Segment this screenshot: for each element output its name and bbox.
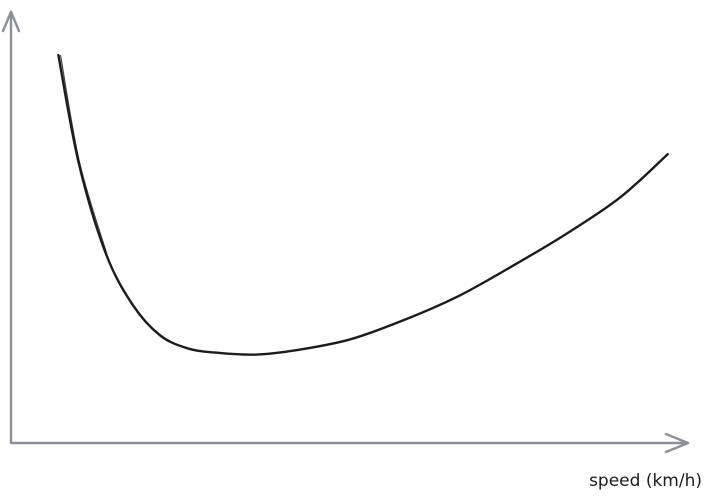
series-line-0 — [57, 53, 669, 356]
y-axis-arrowhead — [1, 10, 21, 33]
series-layer — [57, 53, 669, 356]
x-axis-arrowhead — [664, 432, 690, 454]
x-axis-label: speed (km/h) — [589, 471, 702, 491]
axes — [1, 10, 690, 454]
series-line-0-sketch-stroke — [60, 55, 108, 255]
